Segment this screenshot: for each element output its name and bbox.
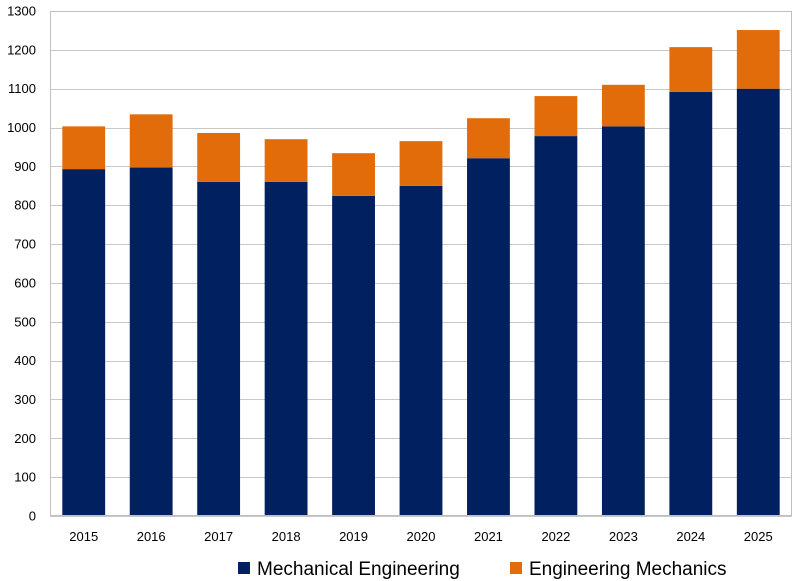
bar-mechanical-engineering-2024	[669, 91, 713, 517]
bar-engineering-mechanics-2020	[399, 141, 443, 186]
x-tick-label-2018: 2018	[272, 529, 301, 544]
y-tick-label-300: 300	[14, 392, 36, 407]
bar-engineering-mechanics-2021	[467, 118, 510, 159]
bar-engineering-mechanics-2023	[601, 84, 645, 127]
y-tick-label-900: 900	[14, 159, 36, 174]
x-tick-label-2021: 2021	[474, 529, 503, 544]
bar-engineering-mechanics-2019	[332, 153, 375, 196]
bars	[62, 30, 780, 517]
plot-area-border	[50, 11, 792, 516]
x-tick-label-2015: 2015	[69, 529, 98, 544]
x-tick-label-2019: 2019	[339, 529, 368, 544]
y-tick-label-200: 200	[14, 431, 36, 446]
bar-mechanical-engineering-2023	[601, 126, 645, 516]
bar-engineering-mechanics-2024	[669, 47, 713, 92]
y-tick-label-1200: 1200	[7, 42, 36, 57]
x-tick-label-2020: 2020	[407, 529, 436, 544]
bar-mechanical-engineering-2021	[467, 158, 510, 516]
y-tick-label-400: 400	[14, 353, 36, 368]
bar-mechanical-engineering-2018	[264, 181, 308, 516]
bar-mechanical-engineering-2015	[62, 169, 106, 516]
bar-engineering-mechanics-2022	[534, 96, 578, 137]
bar-mechanical-engineering-2019	[332, 195, 375, 516]
y-tick-label-1300: 1300	[7, 4, 36, 19]
y-tick-label-1000: 1000	[7, 120, 36, 135]
legend: Mechanical Engineering Engineering Mechan…	[238, 559, 727, 580]
bar-engineering-mechanics-2015	[62, 126, 106, 170]
x-tick-label-2017: 2017	[204, 529, 233, 544]
bar-mechanical-engineering-2017	[197, 181, 241, 516]
x-tick-label-2022: 2022	[541, 529, 570, 544]
legend-label-mechanical-engineering: Mechanical Engineering	[257, 559, 460, 580]
x-tick-label-2025: 2025	[744, 529, 773, 544]
legend-swatch-engineering-mechanics	[510, 562, 522, 574]
y-tick-label-100: 100	[14, 470, 36, 485]
bar-mechanical-engineering-2020	[399, 185, 443, 517]
y-tick-label-700: 700	[14, 237, 36, 252]
bar-engineering-mechanics-2017	[197, 132, 241, 182]
bar-engineering-mechanics-2018	[264, 139, 308, 182]
y-axis-ticks: 0 100 200 300 400 500 600 700 800 900 1000 1100 1200…	[7, 4, 36, 524]
legend-label-engineering-mechanics: Engineering Mechanics	[529, 559, 727, 580]
y-tick-label-800: 800	[14, 198, 36, 213]
y-tick-label-500: 500	[14, 314, 36, 329]
bar-mechanical-engineering-2025	[736, 88, 780, 516]
x-tick-label-2016: 2016	[137, 529, 166, 544]
y-tick-label-600: 600	[14, 275, 36, 290]
x-tick-label-2024: 2024	[676, 529, 705, 544]
bar-engineering-mechanics-2025	[736, 30, 780, 89]
bar-mechanical-engineering-2016	[129, 167, 173, 517]
y-tick-label-0: 0	[29, 509, 36, 524]
x-tick-label-2023: 2023	[609, 529, 638, 544]
legend-swatch-mechanical-engineering	[238, 562, 250, 574]
y-tick-label-1100: 1100	[8, 81, 36, 96]
bar-mechanical-engineering-2022	[534, 136, 578, 517]
x-axis-ticks: 2015 2016 2017 2018 2019 2020 2021 2022 2023 2024…	[69, 529, 772, 544]
bar-engineering-mechanics-2016	[129, 114, 173, 168]
